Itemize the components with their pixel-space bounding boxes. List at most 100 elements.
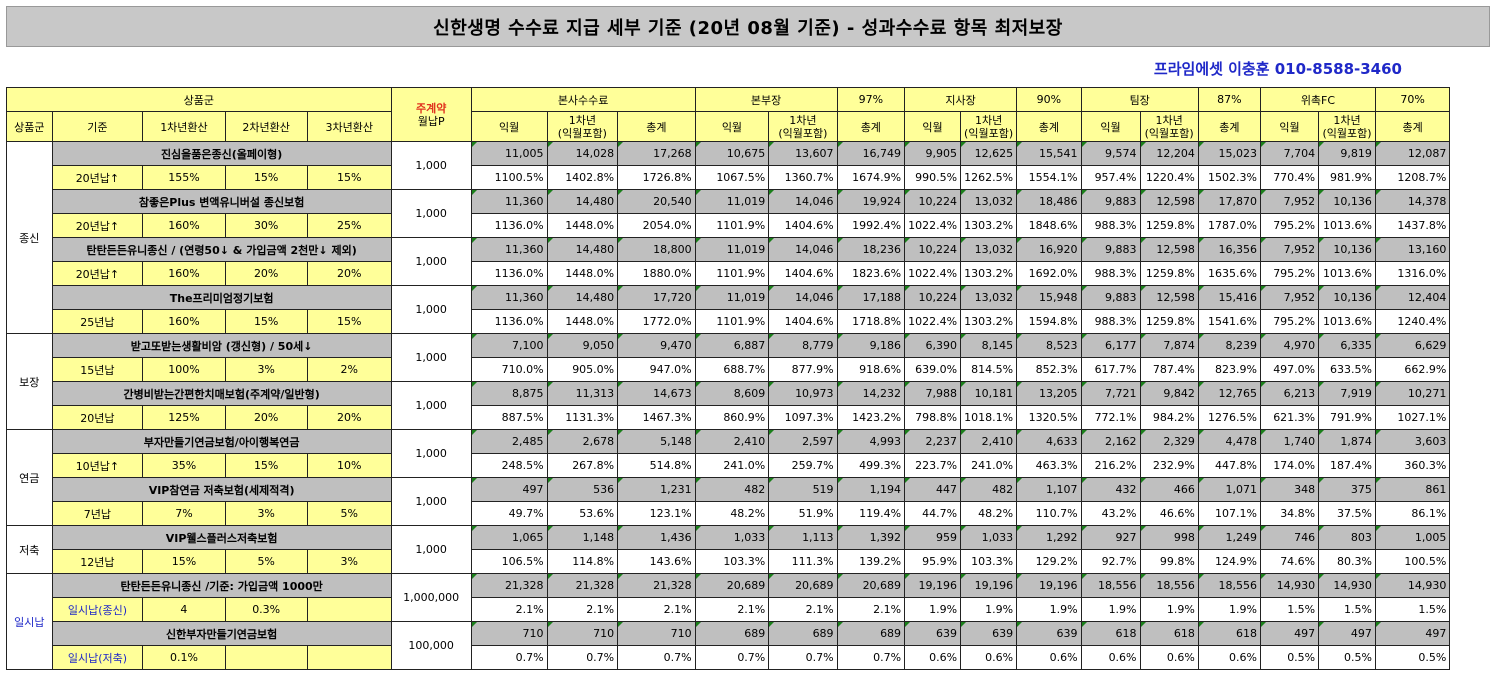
commission-amount: 4,478 <box>1197 429 1261 454</box>
commission-amount: 348 <box>1259 477 1320 502</box>
header-next-month: 익월 <box>1259 111 1320 142</box>
commission-rate: 918.6% <box>836 357 906 382</box>
commission-amount: 1,249 <box>1197 525 1261 550</box>
header-basis: 기준 <box>51 111 144 142</box>
commission-amount: 11,019 <box>694 285 770 310</box>
commission-rate: 0.5% <box>1318 645 1376 670</box>
commission-amount: 482 <box>960 477 1018 502</box>
table-row: 저축 VIP웰스플러스저축보험 1,000 1,065 1,148 1,436 1,033 1… <box>6 525 1495 574</box>
header-year2-conv: 2차년환산 <box>224 111 308 142</box>
header-year1: 1차년 (익월포함) <box>1139 111 1199 142</box>
conversion-rate: 20% <box>306 261 392 286</box>
commission-rate: 1.9% <box>1016 597 1082 622</box>
commission-amount: 618 <box>1197 621 1261 646</box>
commission-amount: 10,224 <box>904 189 962 214</box>
commission-rate: 1448.0% <box>546 309 619 334</box>
table-row: 종신 진심을품은종신(올페이형) 1,000 11,005 14,028 17,268 10… <box>6 141 1495 334</box>
commission-amount: 14,480 <box>546 237 619 262</box>
product-name: 간병비받는간편한치매보험(주계약/일반형) <box>51 381 392 406</box>
commission-rate: 787.4% <box>1139 357 1199 382</box>
monthly-premium: 1,000 <box>390 189 472 238</box>
product-name: 참좋은Plus 변액유니버설 종신보험 <box>51 189 392 214</box>
commission-amount: 519 <box>768 477 838 502</box>
commission-rate: 51.9% <box>768 501 838 526</box>
commission-rate: 1.9% <box>904 597 962 622</box>
commission-amount: 19,196 <box>1016 573 1082 598</box>
table-row: 탄탄든든유니종신 / (연령50↓ & 가입금액 2천만↓ 제외) 1,000 11… <box>7 237 1495 286</box>
conversion-rate: 20% <box>306 405 392 430</box>
conversion-rate: 15% <box>306 309 392 334</box>
commission-amount: 11,005 <box>470 141 548 166</box>
table-row: 15년납 100% 3% 2% 710.0% 905.0% 947.0% 688.7% 877.… <box>7 357 1495 382</box>
conversion-rate: 15% <box>306 165 392 190</box>
header-next-month: 익월 <box>1080 111 1141 142</box>
commission-rate: 110.7% <box>1016 501 1082 526</box>
commission-rate: 44.7% <box>904 501 962 526</box>
commission-amount: 12,598 <box>1139 237 1199 262</box>
commission-rate: 2.1% <box>546 597 619 622</box>
commission-amount: 17,188 <box>836 285 906 310</box>
conversion-rate <box>306 597 392 622</box>
commission-amount: 18,800 <box>617 237 696 262</box>
commission-rate: 1.9% <box>1197 597 1261 622</box>
conversion-rate <box>224 645 308 670</box>
commission-amount: 1,148 <box>546 525 619 550</box>
commission-rate: 1067.5% <box>694 165 770 190</box>
commission-amount: 497 <box>1259 621 1320 646</box>
commission-amount: 1,292 <box>1016 525 1082 550</box>
commission-rate: 633.5% <box>1318 357 1376 382</box>
monthly-premium: 1,000 <box>390 477 472 526</box>
header-year1: 1차년 (익월포함) <box>768 111 838 142</box>
commission-amount: 6,213 <box>1259 381 1320 406</box>
commission-rate: 1022.4% <box>904 261 962 286</box>
commission-rate: 74.6% <box>1259 549 1320 574</box>
header-team-leader: 팀장 <box>1080 87 1199 112</box>
monthly-premium: 1,000 <box>390 333 472 382</box>
title-bar: 신한생명 수수료 지급 세부 기준 (20년 08월 기준) - 성과수수료 항… <box>6 6 1490 47</box>
commission-rate: 1.5% <box>1318 597 1376 622</box>
commission-amount: 11,313 <box>546 381 619 406</box>
commission-rate: 1692.0% <box>1016 261 1082 286</box>
commission-amount: 6,629 <box>1374 333 1451 358</box>
header-year1-sub-label: (익월포함) <box>778 126 828 140</box>
commission-amount: 12,625 <box>960 141 1018 166</box>
commission-rate: 1880.0% <box>617 261 696 286</box>
commission-amount: 9,819 <box>1318 141 1376 166</box>
commission-table: 상품군 주계약 월납P 본사수수료 본부장 97% 지사장 90% 팀장 87%… <box>6 87 1495 670</box>
table-row: 10년납↑ 35% 15% 10% 248.5% 267.8% 514.8% 241.0% 25… <box>7 453 1495 478</box>
basis-value: 20년납 <box>51 405 144 430</box>
commission-amount: 11,360 <box>470 189 548 214</box>
commission-amount: 9,186 <box>836 333 906 358</box>
commission-rate: 1423.2% <box>836 405 906 430</box>
commission-amount: 710 <box>617 621 696 646</box>
commission-rate: 1404.6% <box>768 261 838 286</box>
commission-rate: 139.2% <box>836 549 906 574</box>
commission-amount: 9,574 <box>1080 141 1141 166</box>
commission-amount: 8,145 <box>960 333 1018 358</box>
product-name: 탄탄든든유니종신 / (연령50↓ & 가입금액 2천만↓ 제외) <box>51 237 392 262</box>
table-body: 종신 진심을품은종신(올페이형) 1,000 11,005 14,028 17,268 10… <box>6 141 1495 670</box>
commission-amount: 927 <box>1080 525 1141 550</box>
commission-amount: 2,410 <box>694 429 770 454</box>
commission-amount: 14,930 <box>1374 573 1451 598</box>
commission-amount: 20,689 <box>836 573 906 598</box>
header-hq-commission: 본사수수료 <box>470 87 696 112</box>
commission-rate: 1013.6% <box>1318 261 1376 286</box>
header-year1-label: 1차년 <box>1155 113 1183 127</box>
commission-amount: 13,032 <box>960 189 1018 214</box>
commission-rate: 1259.8% <box>1139 213 1199 238</box>
commission-rate: 1554.1% <box>1016 165 1082 190</box>
commission-rate: 947.0% <box>617 357 696 382</box>
product-name: 받고또받는생활비암 (갱신형) / 50세↓ <box>51 333 392 358</box>
product-name: VIP참연금 저축보험(세제적격) <box>51 477 392 502</box>
commission-rate: 0.7% <box>768 645 838 670</box>
commission-amount: 14,028 <box>546 141 619 166</box>
commission-amount: 497 <box>470 477 548 502</box>
commission-rate: 95.9% <box>904 549 962 574</box>
commission-rate: 1772.0% <box>617 309 696 334</box>
commission-rate: 360.3% <box>1374 453 1451 478</box>
commission-rate: 129.2% <box>1016 549 1082 574</box>
commission-rate: 0.6% <box>1016 645 1082 670</box>
commission-rate: 187.4% <box>1318 453 1376 478</box>
commission-rate: 111.3% <box>768 549 838 574</box>
